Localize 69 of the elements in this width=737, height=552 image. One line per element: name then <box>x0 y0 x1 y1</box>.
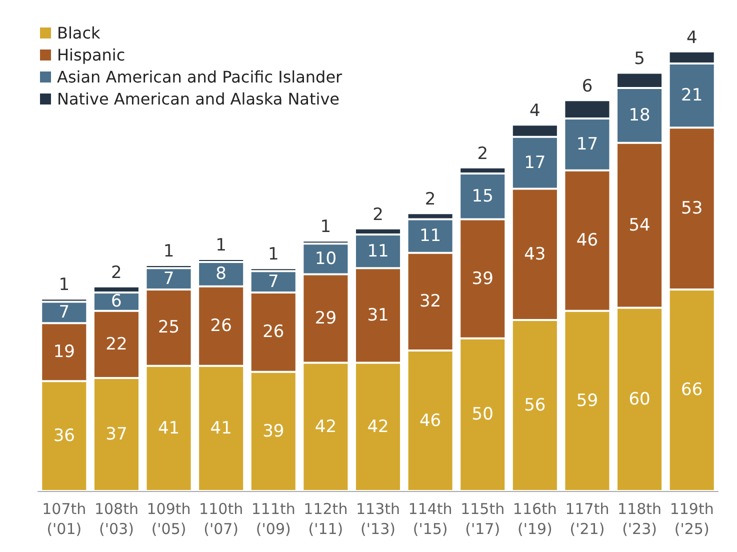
data-label: 22 <box>106 334 128 354</box>
data-label: 46 <box>576 230 598 251</box>
data-label: 11 <box>419 226 442 246</box>
data-label: 2 <box>477 144 488 164</box>
data-label: 41 <box>210 418 232 438</box>
data-label: 11 <box>367 241 389 262</box>
data-label: 2 <box>372 204 384 225</box>
data-label: 6 <box>582 76 593 97</box>
data-label: 1 <box>216 235 226 256</box>
data-label: 60 <box>628 389 650 410</box>
data-label: 36 <box>53 426 75 446</box>
data-label: 53 <box>681 198 703 219</box>
data-label: 54 <box>628 215 650 236</box>
data-label: 1 <box>320 217 332 238</box>
data-label: 31 <box>367 305 389 326</box>
data-label: 19 <box>53 342 75 362</box>
data-label: 42 <box>314 416 337 437</box>
legend-label: Asian American and Pacific Islander <box>57 68 343 86</box>
data-label: 39 <box>472 268 494 289</box>
data-label: 25 <box>158 318 180 338</box>
x-tick-label: 117th ('21) <box>565 500 610 538</box>
legend-label: Native American and Alaska Native <box>57 90 340 108</box>
data-label: 5 <box>634 49 645 70</box>
data-label: 7 <box>268 272 279 292</box>
data-label: 7 <box>163 268 174 289</box>
legend-label: Hispanic <box>57 46 126 64</box>
data-label: 6 <box>111 292 122 312</box>
data-label: 4 <box>530 101 540 122</box>
data-label: 1 <box>163 242 174 262</box>
data-label: 2 <box>424 190 436 210</box>
data-label: 46 <box>419 410 442 431</box>
data-label: 39 <box>262 421 284 442</box>
x-tick-label: 107th ('01) <box>42 500 86 538</box>
data-label: 32 <box>419 292 442 312</box>
x-tick-label: 113th ('13) <box>356 500 400 538</box>
data-label: 43 <box>524 244 546 264</box>
data-label: 56 <box>524 396 546 416</box>
data-label: 50 <box>472 404 494 425</box>
x-tick-label: 109th ('05) <box>146 500 191 538</box>
data-label: 1 <box>268 244 279 265</box>
data-label: 21 <box>681 86 703 106</box>
data-label: 1 <box>58 275 70 296</box>
data-label: 42 <box>367 416 389 437</box>
x-tick-label: 114th ('15) <box>408 500 452 538</box>
data-label: 37 <box>106 424 128 445</box>
data-label: 8 <box>216 264 226 284</box>
data-label: 15 <box>472 186 494 206</box>
data-label: 66 <box>681 380 703 400</box>
x-tick-label: 110th ('07) <box>199 500 244 538</box>
data-label: 18 <box>628 105 650 126</box>
data-label: 41 <box>158 418 180 438</box>
data-label: 2 <box>111 262 122 283</box>
x-tick-label: 115th ('17) <box>460 500 505 538</box>
data-label: 17 <box>576 134 598 154</box>
data-label: 26 <box>210 316 232 336</box>
x-tick-label: 112th ('11) <box>304 500 348 538</box>
data-label: 10 <box>314 248 337 269</box>
x-tick-label: 111th ('09) <box>251 500 296 538</box>
data-label: 29 <box>314 308 337 328</box>
x-tick-label: 118th ('23) <box>618 500 662 538</box>
x-tick-label: 116th ('19) <box>512 500 557 538</box>
data-label: 26 <box>262 322 284 342</box>
data-label: 7 <box>58 302 70 322</box>
legend-label: Black <box>57 24 102 42</box>
data-label: 59 <box>576 390 598 411</box>
x-tick-label: 119th ('25) <box>670 500 714 538</box>
data-label: 17 <box>524 152 546 173</box>
x-tick-label: 108th ('03) <box>94 500 138 538</box>
data-label: 4 <box>686 28 698 48</box>
